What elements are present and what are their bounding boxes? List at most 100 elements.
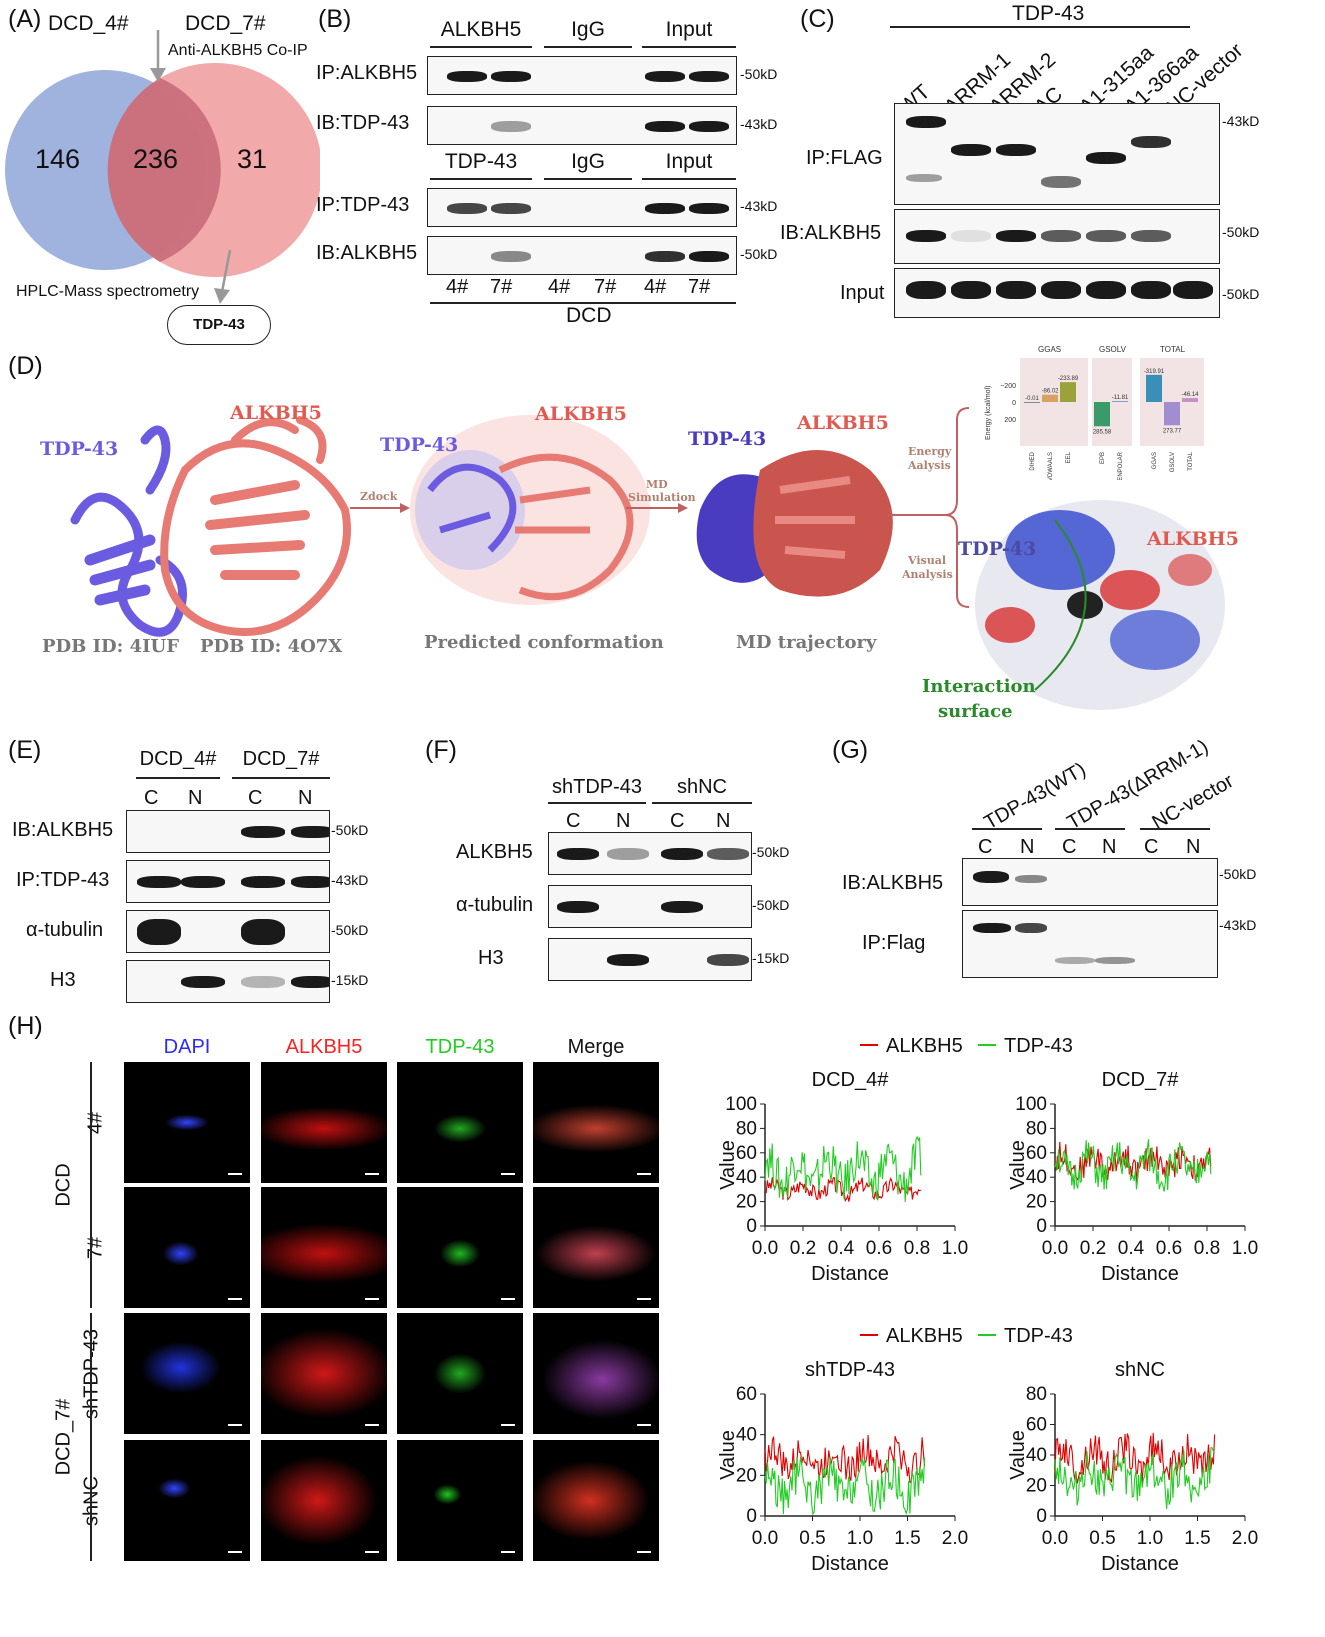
chart-title: shTDP-43 bbox=[805, 1359, 895, 1381]
header-rule bbox=[642, 46, 736, 48]
electrostatic-surface bbox=[975, 500, 1225, 710]
band bbox=[1041, 281, 1081, 299]
energy-bar-chart: GGAS GSOLV TOTAL −200 0 200 Energy (kcal/mol) -… bbox=[985, 345, 1204, 480]
energy-bar-label: EPB bbox=[1100, 452, 1106, 464]
surface-label: surface bbox=[938, 701, 1013, 722]
band bbox=[241, 876, 285, 888]
blot-strip bbox=[962, 858, 1218, 906]
energy-bar bbox=[1024, 401, 1040, 403]
energy-bar-label: DIHED bbox=[1030, 451, 1036, 470]
marker: -50kD bbox=[1219, 866, 1257, 882]
y-tick-label: 20 bbox=[1026, 1476, 1047, 1497]
band bbox=[1041, 230, 1081, 242]
marker: -50kD bbox=[740, 246, 778, 262]
x-tick-label: 0.8 bbox=[904, 1238, 930, 1259]
tdp43-label-4: TDP-43 bbox=[958, 538, 1037, 560]
x-tick-label: 1.5 bbox=[1184, 1528, 1210, 1549]
band bbox=[645, 251, 685, 262]
x-tick-label: 1.0 bbox=[847, 1528, 873, 1549]
venn-left-only: 146 bbox=[35, 144, 81, 174]
blot-strip bbox=[427, 106, 737, 145]
alkbh5-label-4: ALKBH5 bbox=[1147, 528, 1239, 550]
lane-label: N bbox=[1186, 836, 1201, 858]
scale-bar bbox=[637, 1424, 651, 1426]
y-tick-label: 100 bbox=[1015, 1094, 1047, 1115]
scale-bar bbox=[637, 1298, 651, 1300]
band bbox=[1131, 136, 1171, 148]
blot-strip bbox=[894, 209, 1220, 264]
lane-label: C bbox=[978, 836, 993, 858]
scale-bar bbox=[365, 1551, 379, 1553]
band bbox=[137, 876, 181, 888]
row-label: IP:FLAG bbox=[806, 147, 883, 169]
x-tick-label: 0.2 bbox=[790, 1238, 816, 1259]
x-tick-label: 1.0 bbox=[1232, 1238, 1258, 1259]
venn-right-only: 31 bbox=[237, 144, 268, 174]
scale-bar bbox=[365, 1173, 379, 1175]
ms-label: HPLC-Mass spectrometry bbox=[16, 283, 200, 300]
y-tick-label: 0 bbox=[746, 1506, 757, 1527]
md-complex bbox=[696, 450, 893, 597]
panel-label-b: (B) bbox=[318, 5, 352, 33]
band bbox=[241, 976, 285, 988]
micrograph-dapi bbox=[124, 1440, 250, 1561]
x-tick-label: 0.6 bbox=[1156, 1238, 1182, 1259]
y-tick-label: 0 bbox=[1036, 1216, 1047, 1237]
header-bottom: TDP-43 bbox=[444, 150, 518, 173]
zdock-arrow-head bbox=[400, 503, 410, 513]
zdock-label: Zdock bbox=[360, 490, 398, 503]
scale-bar bbox=[228, 1551, 242, 1553]
legend: ALKBH5 TDP-43 bbox=[860, 1035, 1073, 1057]
marker: -50kD bbox=[331, 922, 369, 938]
group-rule bbox=[652, 802, 752, 804]
band bbox=[291, 826, 329, 838]
y-axis-label: Value bbox=[717, 1430, 739, 1480]
docking-graphics bbox=[70, 407, 1225, 710]
energy-bar-value: 273.77 bbox=[1163, 428, 1182, 434]
band bbox=[557, 848, 599, 860]
group-rule bbox=[890, 26, 1190, 28]
group-label: shNC bbox=[676, 776, 727, 798]
energy-bar-label: EEL bbox=[1066, 451, 1072, 463]
lane-label: C bbox=[144, 787, 159, 809]
lane-label: N bbox=[1020, 836, 1035, 858]
energy-bar bbox=[1060, 382, 1076, 402]
interaction-label: Interaction bbox=[922, 676, 1036, 697]
lane-label: N bbox=[298, 787, 313, 809]
marker: -50kD bbox=[331, 822, 369, 838]
band bbox=[996, 230, 1036, 242]
band bbox=[557, 901, 599, 913]
y-axis-label: Value bbox=[717, 1140, 739, 1190]
micrograph-dapi bbox=[124, 1313, 250, 1434]
panel-label-g: (G) bbox=[832, 736, 869, 764]
panel-label-c: (C) bbox=[800, 5, 835, 33]
channel-label: TDP-43 bbox=[425, 1036, 495, 1058]
marker: -43kD bbox=[331, 872, 369, 888]
energy-bar bbox=[1042, 394, 1058, 402]
venn-diagram bbox=[5, 30, 320, 304]
y-tick-label: 40 bbox=[736, 1167, 757, 1188]
series-tdp-43 bbox=[764, 1456, 926, 1516]
chart-title: DCD_7# bbox=[1102, 1069, 1180, 1091]
series-tdp-43 bbox=[764, 1135, 922, 1202]
header-rule bbox=[430, 178, 532, 180]
band bbox=[1173, 281, 1213, 299]
y-axis-label: Value bbox=[1007, 1140, 1029, 1190]
marker: -50kD bbox=[740, 66, 778, 82]
row-group-rule bbox=[90, 1313, 92, 1561]
band bbox=[645, 203, 685, 214]
band bbox=[1015, 923, 1047, 933]
marker: -50kD bbox=[1222, 224, 1260, 240]
band bbox=[1055, 957, 1095, 964]
legend-alkbh5-label: ALKBH5 bbox=[886, 1035, 963, 1057]
row-label: ALKBH5 bbox=[456, 841, 533, 863]
ms-arrow bbox=[220, 249, 232, 293]
scale-bar bbox=[501, 1298, 515, 1300]
group-label: DCD bbox=[566, 304, 612, 327]
micrograph-tdp-43 bbox=[397, 1187, 523, 1308]
x-tick-label: 0.4 bbox=[1118, 1238, 1145, 1259]
panel-label-h: (H) bbox=[8, 1012, 43, 1040]
band bbox=[607, 954, 649, 966]
band bbox=[1095, 957, 1135, 964]
row-label: IB:ALKBH5 bbox=[780, 222, 882, 244]
